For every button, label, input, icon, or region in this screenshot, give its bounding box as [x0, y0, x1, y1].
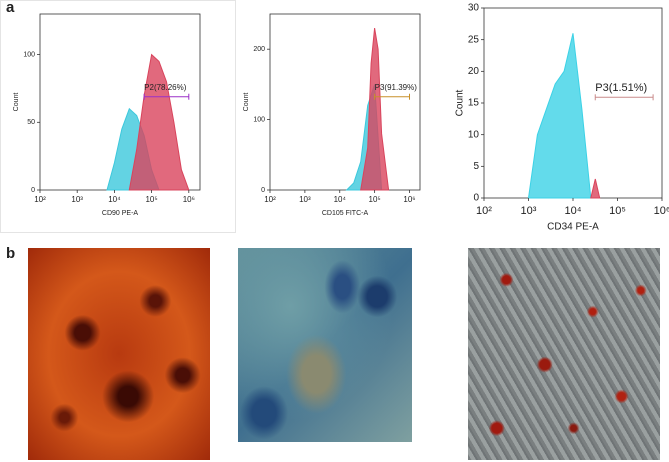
y-axis-label: Count	[13, 93, 20, 112]
x-tick-label: 10⁴	[334, 195, 347, 204]
x-axis-label: CD34 PE-A	[547, 222, 599, 233]
x-tick-label: 10⁵	[145, 195, 157, 204]
x-tick-label: 10⁴	[565, 205, 582, 217]
y-tick-label: 0	[473, 193, 479, 204]
micrograph-chondrogenic	[238, 248, 412, 442]
x-axis-label: CD90 PE-A	[102, 210, 139, 217]
y-tick-label: 50	[27, 119, 35, 126]
x-tick-label: 10⁴	[108, 195, 121, 204]
x-tick-label: 10⁶	[183, 195, 195, 204]
x-axis-label: CD105 FITC-A	[322, 210, 369, 217]
histogram-area	[360, 28, 390, 191]
panel-frame	[0, 0, 236, 233]
x-tick-label: 10⁶	[654, 205, 669, 217]
y-tick-label: 5	[473, 161, 479, 172]
y-tick-label: 100	[23, 51, 35, 58]
plot-frame	[269, 13, 421, 191]
histogram-area	[527, 33, 592, 199]
histogram-area	[128, 53, 190, 191]
x-tick-label: 10²	[34, 195, 46, 204]
gate-label: P2(78.26%)	[144, 83, 187, 92]
x-tick-label: 10⁵	[609, 205, 626, 217]
y-axis-label: Count	[243, 93, 250, 112]
panel-label: a	[6, 0, 15, 16]
x-tick-label: 10²	[476, 205, 492, 217]
y-axis-label: Count	[455, 89, 466, 116]
micrograph-adipogenic	[468, 248, 660, 460]
gate-label: P3(1.51%)	[595, 82, 647, 94]
gate-label: P3(91.39%)	[375, 83, 418, 92]
y-tick-label: 25	[468, 34, 480, 45]
x-tick-label: 10³	[299, 195, 311, 204]
micrograph-osteogenic	[28, 248, 210, 460]
x-tick-label: 10³	[521, 205, 537, 217]
histogram-area	[590, 178, 601, 199]
y-tick-label: 20	[468, 66, 480, 77]
x-tick-label: 10⁵	[369, 195, 381, 204]
x-tick-label: 10²	[264, 195, 276, 204]
y-tick-label: 0	[31, 187, 35, 194]
y-tick-label: 30	[468, 3, 480, 14]
panel-label: b	[6, 245, 15, 262]
y-tick-label: 200	[253, 46, 265, 53]
y-tick-label: 10	[468, 129, 480, 140]
y-tick-label: 15	[468, 98, 480, 109]
y-tick-label: 0	[261, 187, 265, 194]
x-tick-label: 10⁶	[403, 195, 415, 204]
y-tick-label: 100	[253, 116, 265, 123]
x-tick-label: 10³	[71, 195, 83, 204]
